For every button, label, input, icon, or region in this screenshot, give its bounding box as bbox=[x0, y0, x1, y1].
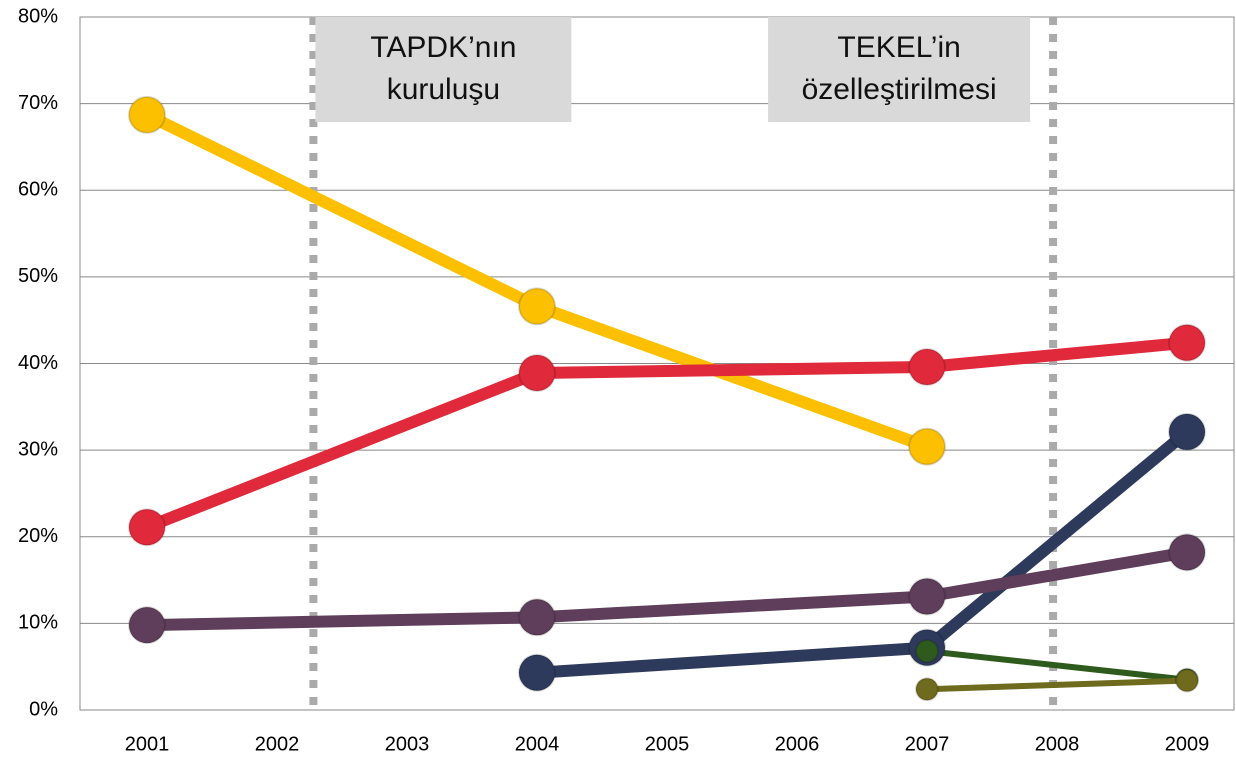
y-tick-label: 80% bbox=[18, 5, 58, 27]
series-marker bbox=[1168, 412, 1206, 451]
y-tick-label: 30% bbox=[18, 438, 58, 460]
y-tick-label: 0% bbox=[29, 698, 58, 720]
annotation-text: TAPDK’nın bbox=[370, 31, 516, 64]
series-marker bbox=[128, 606, 166, 645]
series-marker bbox=[1175, 668, 1199, 693]
series-marker bbox=[518, 653, 556, 692]
series-marker bbox=[915, 677, 939, 702]
series-marker bbox=[518, 354, 556, 393]
series-line bbox=[926, 677, 1188, 693]
y-tick-label: 20% bbox=[18, 525, 58, 547]
series-line bbox=[536, 427, 1191, 679]
series-marker bbox=[1168, 323, 1206, 362]
series-line bbox=[146, 546, 1189, 632]
series-marker bbox=[1168, 533, 1206, 572]
x-tick-label: 2006 bbox=[775, 733, 820, 755]
series-line bbox=[926, 648, 1188, 683]
annotation-box bbox=[768, 17, 1031, 122]
series-marker bbox=[128, 95, 166, 134]
series-marker bbox=[128, 508, 166, 547]
series-line bbox=[144, 109, 930, 453]
series-marker bbox=[518, 287, 556, 326]
y-tick-label: 40% bbox=[18, 352, 58, 374]
x-tick-label: 2001 bbox=[125, 733, 170, 755]
annotation-text: özelleştirilmesi bbox=[802, 73, 997, 106]
annotation-box bbox=[315, 17, 572, 122]
series-line bbox=[144, 336, 1188, 533]
series-marker bbox=[915, 639, 939, 664]
x-tick-label: 2005 bbox=[645, 733, 690, 755]
y-tick-label: 10% bbox=[18, 612, 58, 634]
x-tick-label: 2007 bbox=[905, 733, 950, 755]
plot-border bbox=[79, 16, 1235, 711]
series-marker bbox=[908, 577, 946, 616]
annotation-text: kuruluşu bbox=[387, 73, 500, 106]
x-tick-label: 2002 bbox=[255, 733, 300, 755]
series-marker bbox=[908, 427, 946, 466]
x-tick-label: 2003 bbox=[385, 733, 430, 755]
y-tick-label: 70% bbox=[18, 92, 58, 114]
series-marker bbox=[908, 347, 946, 386]
y-tick-label: 60% bbox=[18, 179, 58, 201]
annotation-text: TEKEL’in bbox=[837, 31, 960, 64]
series-marker bbox=[518, 598, 556, 637]
y-tick-label: 50% bbox=[18, 265, 58, 287]
x-tick-label: 2009 bbox=[1165, 733, 1210, 755]
x-tick-label: 2008 bbox=[1035, 733, 1080, 755]
x-tick-label: 2004 bbox=[515, 733, 560, 755]
